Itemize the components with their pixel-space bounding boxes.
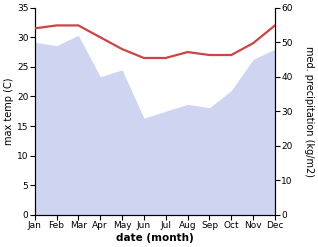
Y-axis label: max temp (C): max temp (C)	[4, 78, 14, 145]
Y-axis label: med. precipitation (kg/m2): med. precipitation (kg/m2)	[304, 46, 314, 177]
X-axis label: date (month): date (month)	[116, 233, 194, 243]
